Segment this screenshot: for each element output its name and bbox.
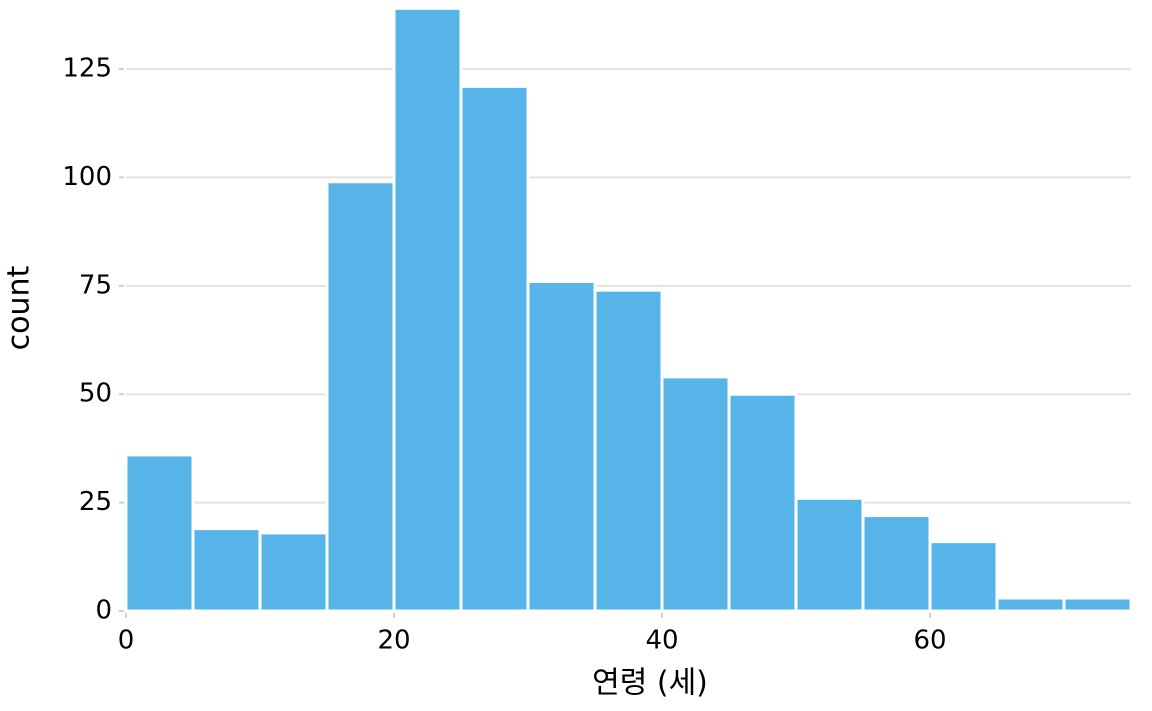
bar	[124, 453, 195, 613]
bar	[526, 279, 597, 613]
bar	[459, 84, 530, 613]
bar	[727, 392, 798, 613]
x-tick-label: 0	[118, 626, 135, 656]
x-tick-label: 20	[377, 626, 410, 656]
bar	[593, 288, 664, 613]
bar	[660, 375, 731, 613]
bar	[325, 180, 396, 613]
x-axis-title: 연령 (세)	[592, 666, 708, 701]
y-tick-label: 100	[62, 162, 112, 192]
y-tick-label: 75	[79, 270, 112, 300]
bar	[794, 496, 865, 613]
bar	[1062, 596, 1133, 613]
bar	[392, 6, 463, 613]
y-tick-label: 125	[62, 54, 112, 84]
x-tick-label: 60	[913, 626, 946, 656]
y-tick-label: 0	[95, 596, 112, 626]
bar	[861, 514, 932, 613]
x-tick-label: 40	[645, 626, 678, 656]
bar	[258, 531, 329, 613]
bar	[995, 596, 1066, 613]
y-tick-label: 50	[79, 379, 112, 409]
bar	[191, 527, 262, 613]
bar	[928, 540, 999, 613]
y-axis-title: count	[2, 265, 37, 350]
y-tick-label: 25	[79, 487, 112, 517]
